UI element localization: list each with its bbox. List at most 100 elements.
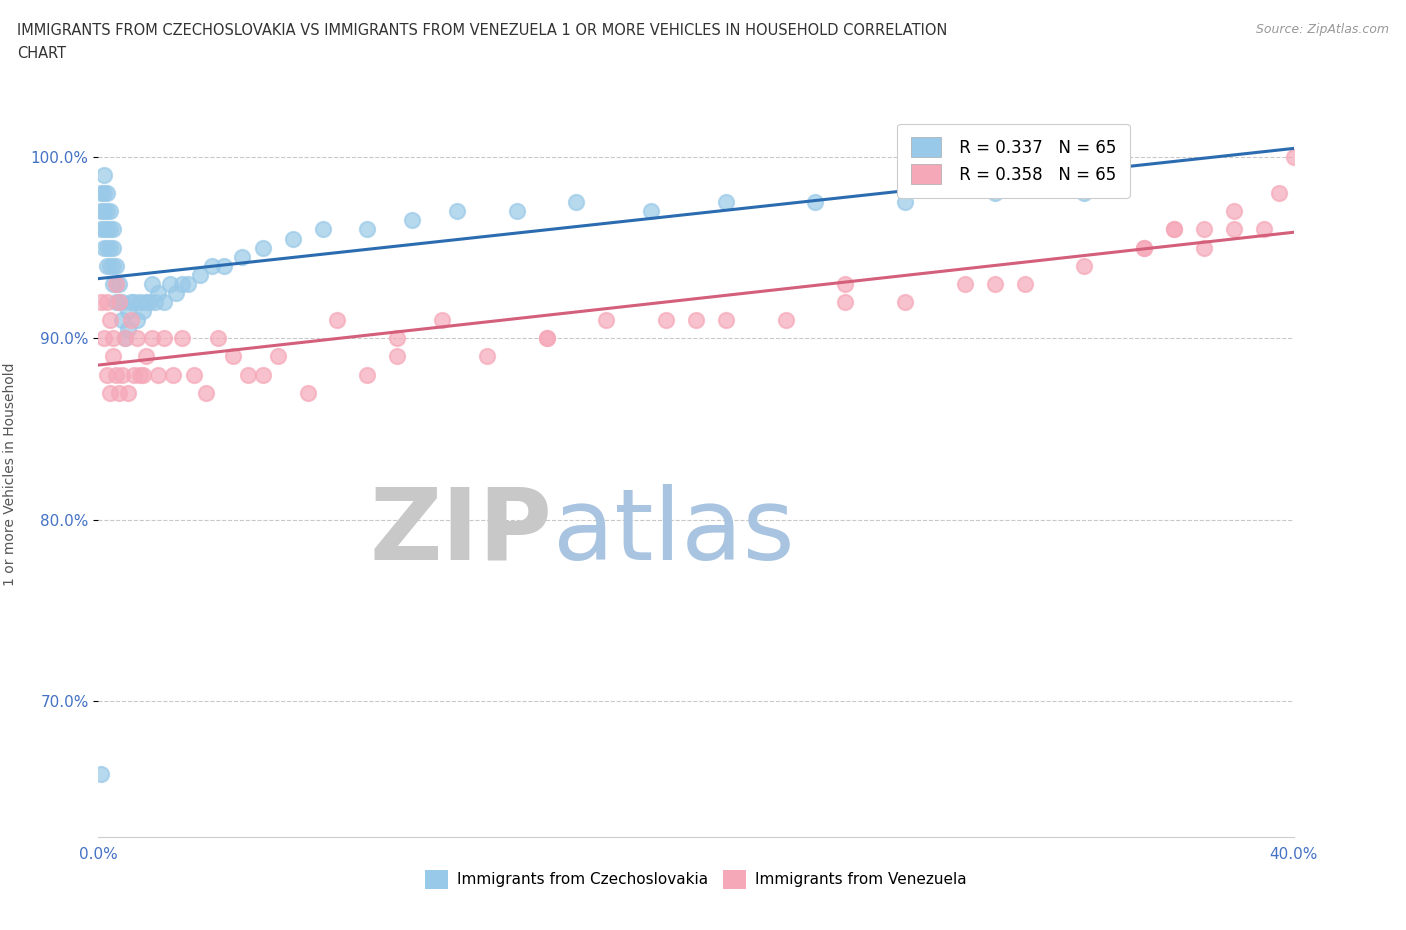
- Point: [236, 367, 259, 382]
- Point: [195, 385, 218, 400]
- Point: [98, 222, 122, 237]
- Point: [446, 204, 468, 219]
- Point: [326, 312, 349, 327]
- Point: [96, 240, 118, 255]
- Point: [143, 295, 166, 310]
- Point: [90, 186, 112, 201]
- Point: [96, 367, 118, 382]
- Point: [1192, 222, 1215, 237]
- Text: Source: ZipAtlas.com: Source: ZipAtlas.com: [1256, 23, 1389, 36]
- Point: [117, 322, 139, 337]
- Point: [162, 367, 184, 382]
- Point: [177, 276, 200, 291]
- Point: [188, 267, 211, 282]
- Point: [103, 240, 125, 255]
- Point: [93, 222, 115, 237]
- Point: [105, 259, 128, 273]
- Point: [129, 367, 152, 382]
- Point: [138, 295, 160, 310]
- Point: [207, 331, 229, 346]
- Point: [1163, 222, 1185, 237]
- Point: [252, 367, 274, 382]
- Point: [385, 331, 409, 346]
- Point: [103, 349, 125, 364]
- Point: [356, 367, 378, 382]
- Point: [135, 295, 157, 310]
- Point: [111, 367, 134, 382]
- Point: [252, 240, 274, 255]
- Point: [506, 204, 529, 219]
- Point: [311, 222, 333, 237]
- Point: [148, 286, 170, 300]
- Point: [105, 367, 128, 382]
- Point: [536, 331, 558, 346]
- Point: [183, 367, 205, 382]
- Point: [135, 349, 157, 364]
- Point: [714, 312, 737, 327]
- Point: [90, 204, 112, 219]
- Point: [98, 385, 122, 400]
- Point: [655, 312, 678, 327]
- Point: [105, 295, 128, 310]
- Point: [1253, 222, 1275, 237]
- Point: [953, 276, 976, 291]
- Point: [595, 312, 617, 327]
- Point: [120, 312, 142, 327]
- Legend: Immigrants from Czechoslovakia, Immigrants from Venezuela: Immigrants from Czechoslovakia, Immigran…: [419, 864, 973, 895]
- Point: [108, 295, 131, 310]
- Point: [96, 295, 118, 310]
- Point: [111, 312, 134, 327]
- Point: [96, 259, 118, 273]
- Point: [1192, 240, 1215, 255]
- Point: [114, 331, 136, 346]
- Point: [90, 295, 112, 310]
- Point: [108, 276, 131, 291]
- Point: [385, 349, 409, 364]
- Point: [111, 295, 134, 310]
- Point: [475, 349, 498, 364]
- Point: [1073, 186, 1095, 201]
- Y-axis label: 1 or more Vehicles in Household: 1 or more Vehicles in Household: [3, 363, 17, 586]
- Point: [105, 276, 128, 291]
- Point: [96, 204, 118, 219]
- Point: [356, 222, 378, 237]
- Point: [93, 204, 115, 219]
- Point: [141, 276, 163, 291]
- Point: [159, 276, 181, 291]
- Point: [1282, 150, 1305, 165]
- Point: [93, 186, 115, 201]
- Point: [172, 276, 194, 291]
- Point: [894, 295, 917, 310]
- Point: [141, 331, 163, 346]
- Point: [536, 331, 558, 346]
- Point: [90, 766, 112, 781]
- Point: [984, 186, 1007, 201]
- Point: [96, 222, 118, 237]
- Point: [103, 222, 125, 237]
- Point: [640, 204, 662, 219]
- Point: [103, 331, 125, 346]
- Point: [98, 259, 122, 273]
- Point: [148, 367, 170, 382]
- Point: [127, 312, 149, 327]
- Point: [984, 276, 1007, 291]
- Point: [124, 367, 146, 382]
- Point: [120, 295, 142, 310]
- Point: [1163, 222, 1185, 237]
- Point: [132, 303, 155, 318]
- Point: [93, 331, 115, 346]
- Point: [1133, 240, 1156, 255]
- Point: [96, 186, 118, 201]
- Point: [98, 204, 122, 219]
- Point: [108, 385, 131, 400]
- Point: [172, 331, 194, 346]
- Point: [132, 367, 155, 382]
- Point: [685, 312, 707, 327]
- Point: [834, 276, 856, 291]
- Text: ZIP: ZIP: [370, 484, 553, 581]
- Point: [714, 195, 737, 210]
- Point: [93, 240, 115, 255]
- Point: [98, 240, 122, 255]
- Point: [401, 213, 423, 228]
- Point: [297, 385, 319, 400]
